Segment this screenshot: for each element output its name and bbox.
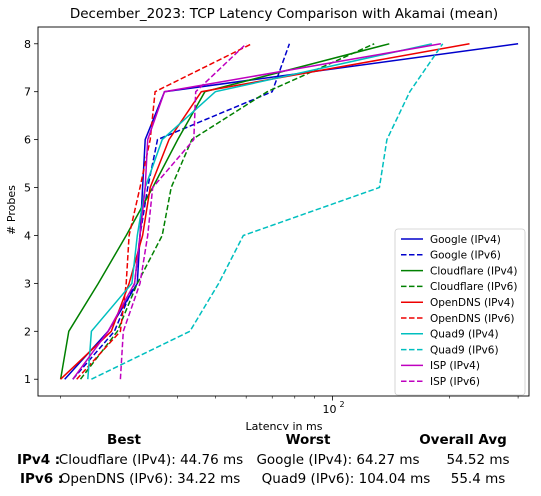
legend-label-6: Quad9 (IPv4) (430, 329, 499, 341)
ipv4-worst-value: Google (IPv4): 64.27 ms (256, 452, 420, 468)
x-tick-label-exponent: 2 (339, 400, 344, 409)
y-tick-label: 6 (24, 134, 31, 147)
series-line-9 (119, 43, 247, 380)
avg-header: Overall Avg (419, 432, 507, 448)
ipv4-row-label: IPv4 : (17, 452, 61, 468)
legend-box (394, 228, 526, 396)
latency-chart: December_2023: TCP Latency Comparison wi… (5, 6, 530, 430)
legend-label-8: ISP (IPv4) (430, 360, 480, 372)
ipv6-avg-value: 55.4 ms (450, 471, 506, 487)
ipv6-best-value: OpenDNS (IPv6): 34.22 ms (59, 471, 241, 487)
legend-label-5: OpenDNS (IPv6) (430, 313, 515, 325)
y-tick-label: 8 (24, 38, 31, 51)
legend-label-7: Quad9 (IPv6) (430, 344, 499, 356)
legend-label-0: Google (IPv4) (430, 234, 501, 246)
series-line-8 (72, 43, 442, 380)
y-tick-label: 3 (24, 277, 31, 290)
y-tick-label: 2 (24, 325, 31, 338)
chart-title: December_2023: TCP Latency Comparison wi… (70, 6, 498, 22)
best-header: Best (107, 432, 141, 448)
legend-label-9: ISP (IPv6) (430, 376, 480, 388)
y-tick-label: 4 (24, 229, 31, 242)
ipv4-best-value: Cloudflare (IPv4): 44.76 ms (58, 452, 244, 468)
series-line-2 (59, 43, 390, 380)
series-line-7 (91, 43, 444, 380)
ipv6-row-label: IPv6 : (20, 471, 64, 487)
series-line-6 (87, 43, 432, 380)
y-tick-label: 5 (24, 182, 31, 195)
worst-header: Worst (285, 432, 331, 448)
y-tick-label: 7 (24, 86, 31, 99)
ipv4-avg-value: 54.52 ms (446, 452, 510, 468)
legend-label-4: OpenDNS (IPv4) (430, 297, 515, 309)
y-tick-label: 1 (24, 373, 31, 386)
y-axis-label: # Probes (5, 185, 18, 235)
series-line-1 (72, 43, 291, 380)
legend-label-2: Cloudflare (IPv4) (430, 265, 517, 277)
ipv6-worst-value: Quad9 (IPv6): 104.04 ms (261, 471, 431, 487)
x-axis-label: Latency in ms (246, 420, 323, 430)
plot-frame (37, 26, 530, 397)
legend-label-1: Google (IPv6) (430, 250, 501, 262)
legend-label-3: Cloudflare (IPv6) (430, 281, 517, 293)
x-tick-label: 10 (322, 403, 336, 416)
series-line-5 (76, 43, 253, 380)
